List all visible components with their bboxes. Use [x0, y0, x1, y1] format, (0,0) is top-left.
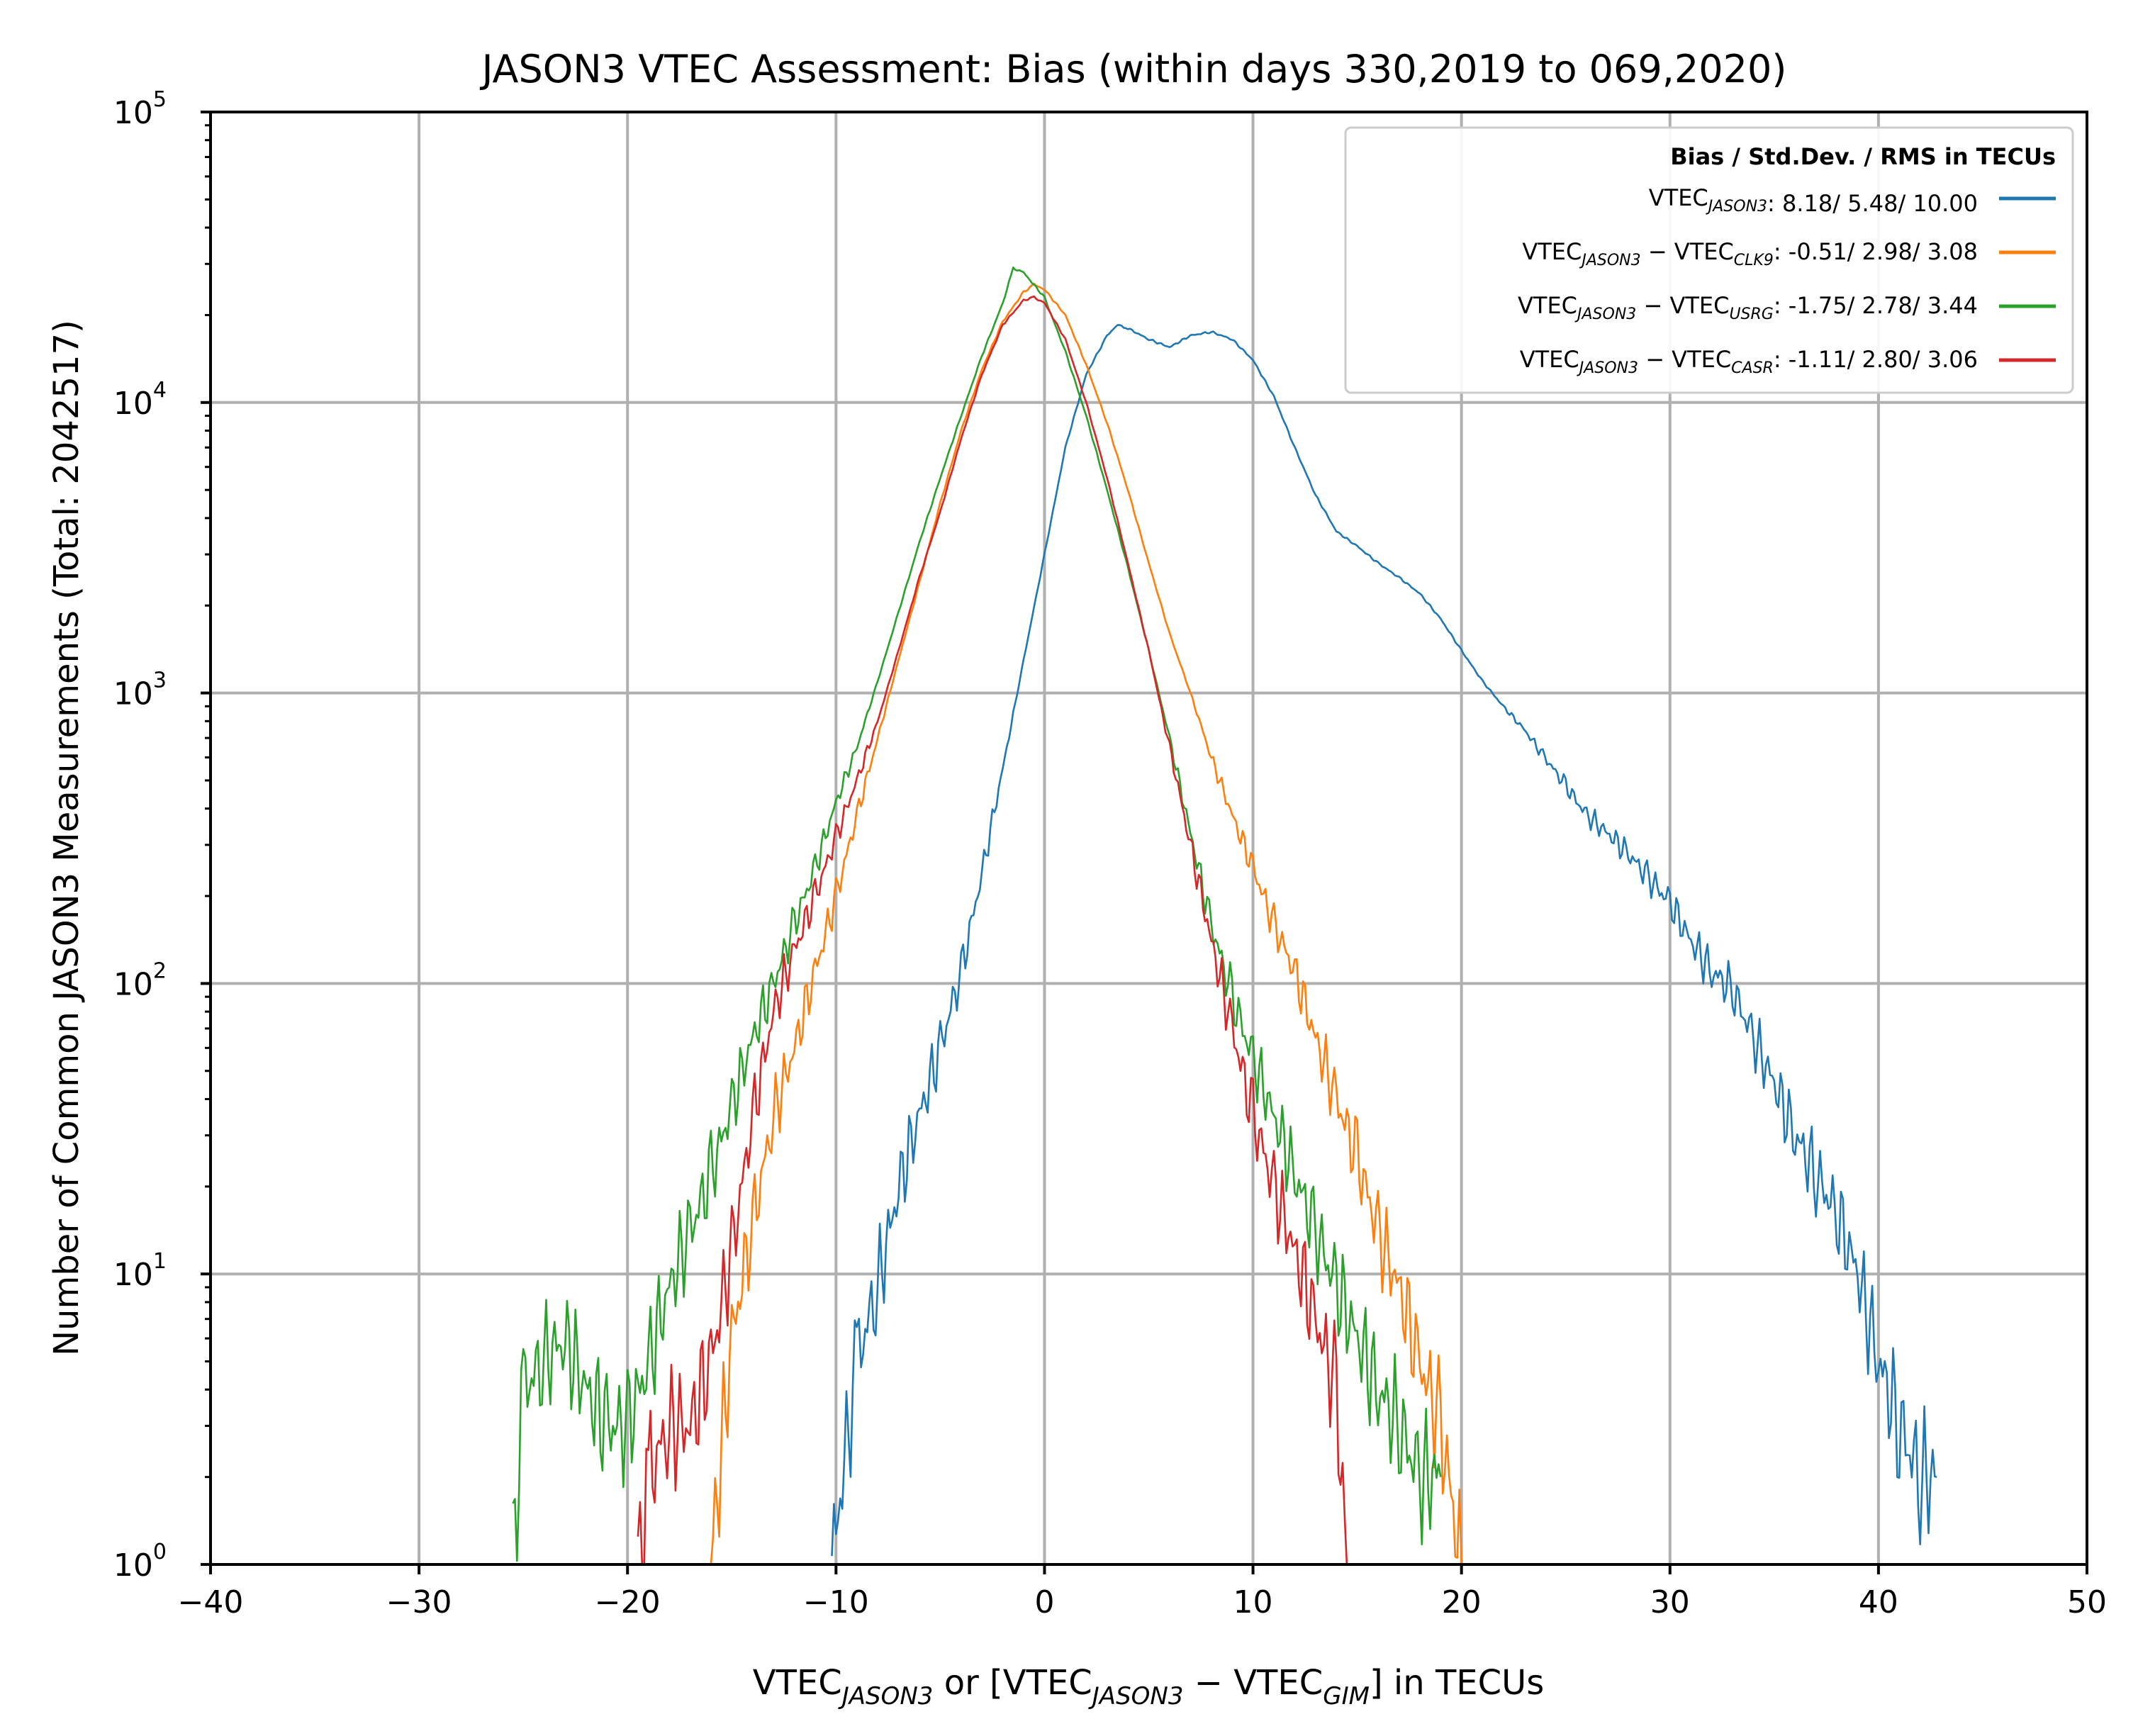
- series-line: [831, 324, 1937, 1557]
- legend-entry-label: VTECJASON3: 8.18/ 5.48/ 10.00: [1649, 184, 1978, 217]
- x-tick-label: 40: [1859, 1584, 1898, 1620]
- series-line: [637, 295, 1348, 1564]
- plot-frame: [209, 111, 2088, 1566]
- legend-entry-label: VTECJASON3 − VTECCLK9: -0.51/ 2.98/ 3.08: [1522, 238, 1978, 269]
- legend: Bias / Std.Dev. / RMS in TECUs VTECJASON…: [1344, 126, 2074, 394]
- x-tick-label: 50: [2067, 1584, 2107, 1620]
- x-tick-label: −20: [595, 1584, 661, 1620]
- legend-entries: VTECJASON3: 8.18/ 5.48/ 10.00 VTECJASON3 …: [1518, 184, 2056, 377]
- legend-entry-label: VTECJASON3 − VTECUSRG: -1.75/ 2.78/ 3.44: [1518, 292, 1978, 323]
- y-axis-label: Number of Common JASON3 Measurements (To…: [47, 320, 86, 1356]
- x-tick-label: 10: [1233, 1584, 1273, 1620]
- legend-entry-label: VTECJASON3 − VTECCASR: -1.11/ 2.80/ 3.06: [1520, 346, 1978, 377]
- x-tick-label: 30: [1650, 1584, 1690, 1620]
- x-tick-label: −30: [386, 1584, 452, 1620]
- series-line: [710, 282, 1462, 1564]
- legend-title: Bias / Std.Dev. / RMS in TECUs: [1670, 143, 2056, 170]
- x-axis-label: VTECJASON3 or [VTECJASON3 − VTECGIM] in …: [753, 1663, 1545, 1710]
- series-layer: [512, 267, 1937, 1564]
- chart-title: JASON3 VTEC Assessment: Bias (within day…: [480, 47, 1787, 91]
- x-tick-label: 20: [1442, 1584, 1482, 1620]
- y-tick-label: 102: [113, 958, 167, 1002]
- x-tick-label: −10: [803, 1584, 869, 1620]
- legend-box: [1344, 126, 2074, 394]
- x-tick-label: −40: [178, 1584, 244, 1620]
- x-axis: −40 −30 −20 −10 0 10 20 30 40 50: [178, 1564, 2107, 1620]
- x-tick-label: 0: [1034, 1584, 1054, 1620]
- series-line: [512, 267, 1442, 1562]
